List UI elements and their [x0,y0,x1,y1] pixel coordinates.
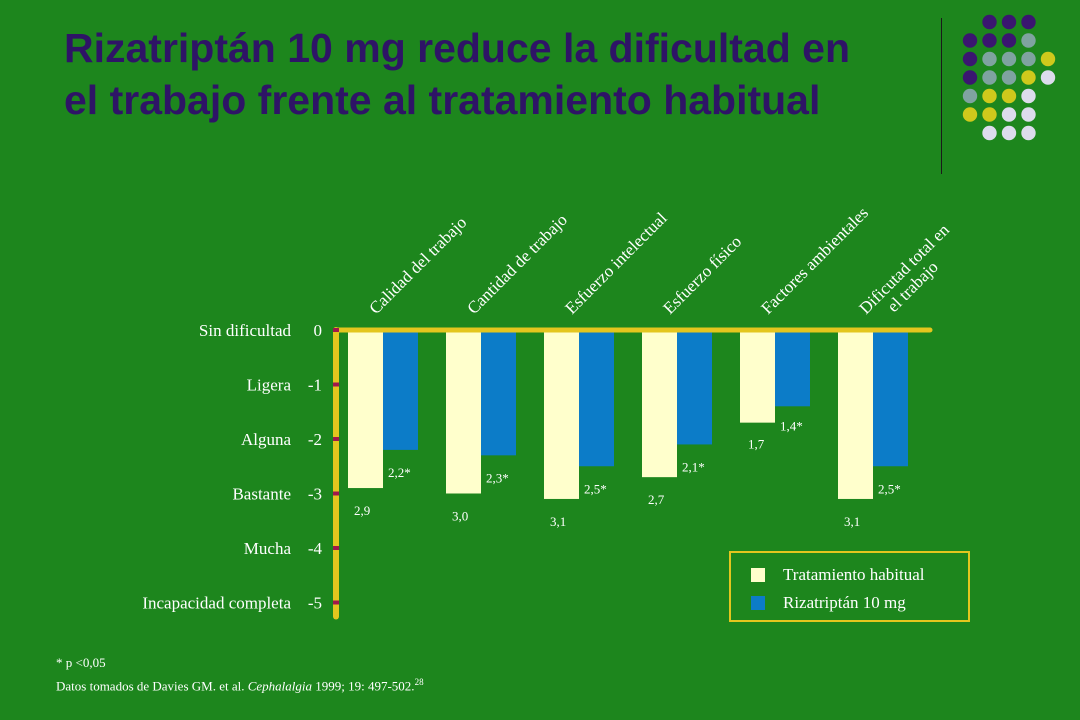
x-category-label: Esfuerzo físico [659,232,745,318]
data-label: 1,7 [748,437,765,452]
legend-label-rizatriptan: Rizatriptán 10 mg [783,593,906,612]
bar-rizatriptan [775,330,810,407]
y-tick-label: -1 [308,376,322,395]
bar-habitual [740,330,775,423]
source-prefix: Datos tomados de Davies GM. et al. [56,678,248,694]
y-tick-label: -5 [308,594,322,613]
bar-habitual [642,330,677,478]
data-label: 3,0 [452,509,468,524]
bar-habitual [838,330,873,499]
legend-item-habitual: Tratamiento habitual [751,565,925,585]
data-label: 2,5* [878,481,901,496]
source-journal: Cephalalgia [247,678,312,694]
title-line-1: Rizatriptán 10 mg reduce la dificultad e… [64,25,851,71]
source-note: Datos tomados de Davies GM. et al. Cepha… [56,677,424,694]
legend-item-rizatriptan: Rizatriptán 10 mg [751,593,906,613]
x-category-label: Cantidad de trabajo [463,210,571,318]
bar-rizatriptan [873,330,908,467]
bar-habitual [446,330,481,494]
y-category-label: Incapacidad completa [142,594,291,613]
data-label: 3,1 [550,514,566,529]
bar-rizatriptan [481,330,516,456]
title-line-2: el trabajo frente al tratamiento habitua… [64,77,821,123]
data-label: 2,5* [584,481,607,496]
legend-label-habitual: Tratamiento habitual [783,565,925,584]
bar-rizatriptan [677,330,712,445]
y-tick-label: -2 [308,430,322,449]
significance-note: * p <0,05 [56,655,106,670]
data-label: 1,4* [780,418,803,433]
x-category-label: Esfuerzo intelectual [561,208,670,317]
data-label: 2,2* [388,465,411,480]
y-category-label: Sin dificultad [199,321,292,340]
y-tick-label: -4 [308,539,323,558]
slide-title: Rizatriptán 10 mg reduce la dificultad e… [64,22,964,126]
y-category-label: Alguna [241,430,292,449]
data-label: 2,7 [648,492,665,507]
data-label: 2,1* [682,459,705,474]
x-category-label: Factores ambientales [757,203,872,318]
x-category-label: Calidad del trabajo [365,213,470,318]
bar-habitual [348,330,383,489]
y-category-label: Bastante [232,485,291,504]
y-category-label: Ligera [247,376,292,395]
source-suffix: 1999; 19: 497-502. [312,678,415,694]
decorative-vertical-line [941,18,942,174]
data-label: 2,3* [486,470,509,485]
bar-rizatriptan [579,330,614,467]
data-label: 2,9 [354,503,370,518]
y-category-label: Mucha [244,539,292,558]
y-tick-label: 0 [314,321,323,340]
legend-swatch-rizatriptan [751,596,765,610]
bar-habitual [544,330,579,499]
source-reference: 28 [414,677,424,687]
chart-legend: Tratamiento habitual Rizatriptán 10 mg [729,551,970,622]
bar-rizatriptan [383,330,418,450]
data-label: 3,1 [844,514,860,529]
y-tick-label: -3 [308,485,322,504]
legend-swatch-habitual [751,568,765,582]
